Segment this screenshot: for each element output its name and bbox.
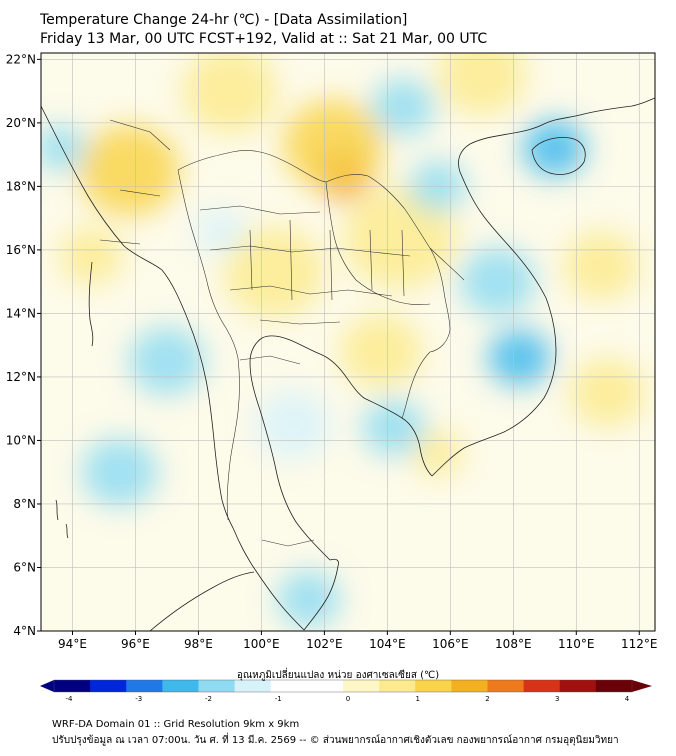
lon-label: 104°E (369, 637, 406, 651)
footer-model-info: WRF-DA Domain 01 :: Grid Resolution 9km … (52, 719, 300, 730)
field-blob (195, 208, 246, 254)
colorbar-segment (54, 680, 91, 692)
field-blob (277, 570, 341, 628)
field-blob (522, 119, 586, 177)
andaman-islands (88, 261, 94, 347)
field-blob (182, 53, 278, 134)
lat-label: 16°N (6, 243, 36, 257)
colorbar-tick-label: -1 (275, 695, 282, 703)
china-coast (543, 97, 655, 125)
colorbar-segment (487, 680, 525, 692)
lat-label: 18°N (6, 179, 36, 193)
nicobar-islands (55, 499, 69, 539)
lat-label: 6°N (13, 560, 36, 574)
colorbar-segment (451, 680, 488, 692)
field-blob (255, 390, 331, 459)
lon-label: 102°E (306, 637, 343, 651)
lon-label: 100°E (243, 637, 280, 651)
colorbar-segment (270, 680, 308, 692)
field-blob (81, 438, 158, 507)
colorbar-segment (523, 680, 561, 692)
colorbar-segment (343, 680, 380, 692)
colorbar-segment (559, 680, 597, 692)
colorbar-tick-label: 3 (555, 695, 559, 703)
map-frame (40, 52, 656, 632)
myanmar-coast (41, 105, 235, 531)
colorbar-segment (198, 680, 236, 692)
lat-label: 22°N (6, 52, 36, 66)
sumatra-coast (149, 571, 255, 631)
colorbar-max-arrow (632, 680, 652, 692)
gulf-coast (289, 339, 433, 477)
lon-label: 110°E (558, 637, 595, 651)
field-blob (41, 125, 86, 171)
field-blob (59, 227, 123, 285)
graticule (41, 53, 655, 631)
colorbar-segment (126, 680, 163, 692)
colorbar-tick-label: 1 (416, 695, 420, 703)
lon-label: 112°E (621, 637, 658, 651)
lon-label: 94°E (58, 637, 87, 651)
field-blob (362, 399, 426, 457)
field-blob (488, 329, 552, 387)
field-blob (569, 358, 646, 427)
colorbar-tick-label: 0 (346, 695, 350, 703)
colorbar-segment (595, 680, 633, 692)
temperature-field (41, 53, 646, 628)
lat-label: 4°N (13, 624, 36, 638)
field-blob (563, 231, 640, 300)
peninsula-west-coast (233, 529, 305, 631)
colorbar-segment (415, 680, 452, 692)
colorbar-frame (53, 679, 633, 693)
lat-label: 8°N (13, 497, 36, 511)
colorbar-label: อุณหภูมิเปลี่ยนแปลง หน่วย องศาเซลเซียส (… (236, 670, 440, 681)
hainan-island (531, 137, 586, 175)
lat-label: 12°N (6, 370, 36, 384)
field-blob (78, 125, 180, 216)
colorbar-segment (306, 680, 344, 692)
lon-label: 98°E (184, 637, 213, 651)
lon-label: 96°E (121, 637, 150, 651)
lon-label: 106°E (432, 637, 469, 651)
field-blob (223, 226, 325, 318)
colorbar-tick-label: 4 (625, 695, 630, 703)
field-blob (459, 247, 536, 316)
colorbar-segment (379, 680, 416, 692)
colorbar-segment (162, 680, 199, 692)
field-blob (129, 327, 205, 396)
malay-coast (303, 558, 339, 631)
vietnam-coast (431, 123, 557, 477)
colorbar-tick-label: -2 (205, 695, 212, 703)
field-blob (371, 78, 435, 136)
field-blob (283, 99, 385, 191)
footer-credit: ปรับปรุงข้อมูล ณ เวลา 07:00น. วัน ศ. ที่… (52, 735, 619, 746)
colorbar-segment (90, 680, 127, 692)
colorbar-tick-label: -3 (135, 695, 142, 703)
lat-label: 20°N (6, 116, 36, 130)
admin-borders (99, 119, 465, 547)
coastlines (41, 97, 655, 631)
colorbar-tick-label: 2 (485, 695, 489, 703)
field-blob (343, 186, 457, 289)
peninsula-east-coast (249, 335, 331, 561)
lat-label: 10°N (6, 433, 36, 447)
map-title: Temperature Change 24-hr (℃) - [Data Ass… (40, 12, 408, 28)
field-blob (340, 314, 422, 389)
map-subtitle: Friday 13 Mar, 00 UTC FCST+192, Valid at… (40, 31, 488, 47)
colorbar-min-arrow (40, 680, 54, 692)
colorbar-tick-label: -4 (66, 695, 74, 703)
colorbar: -4 -3 -2 -1 0 1 2 3 4 (40, 679, 652, 703)
colorbar-segment (234, 680, 272, 692)
lat-label: 14°N (6, 306, 36, 320)
lon-label: 108°E (495, 637, 532, 651)
field-blob (437, 53, 526, 115)
